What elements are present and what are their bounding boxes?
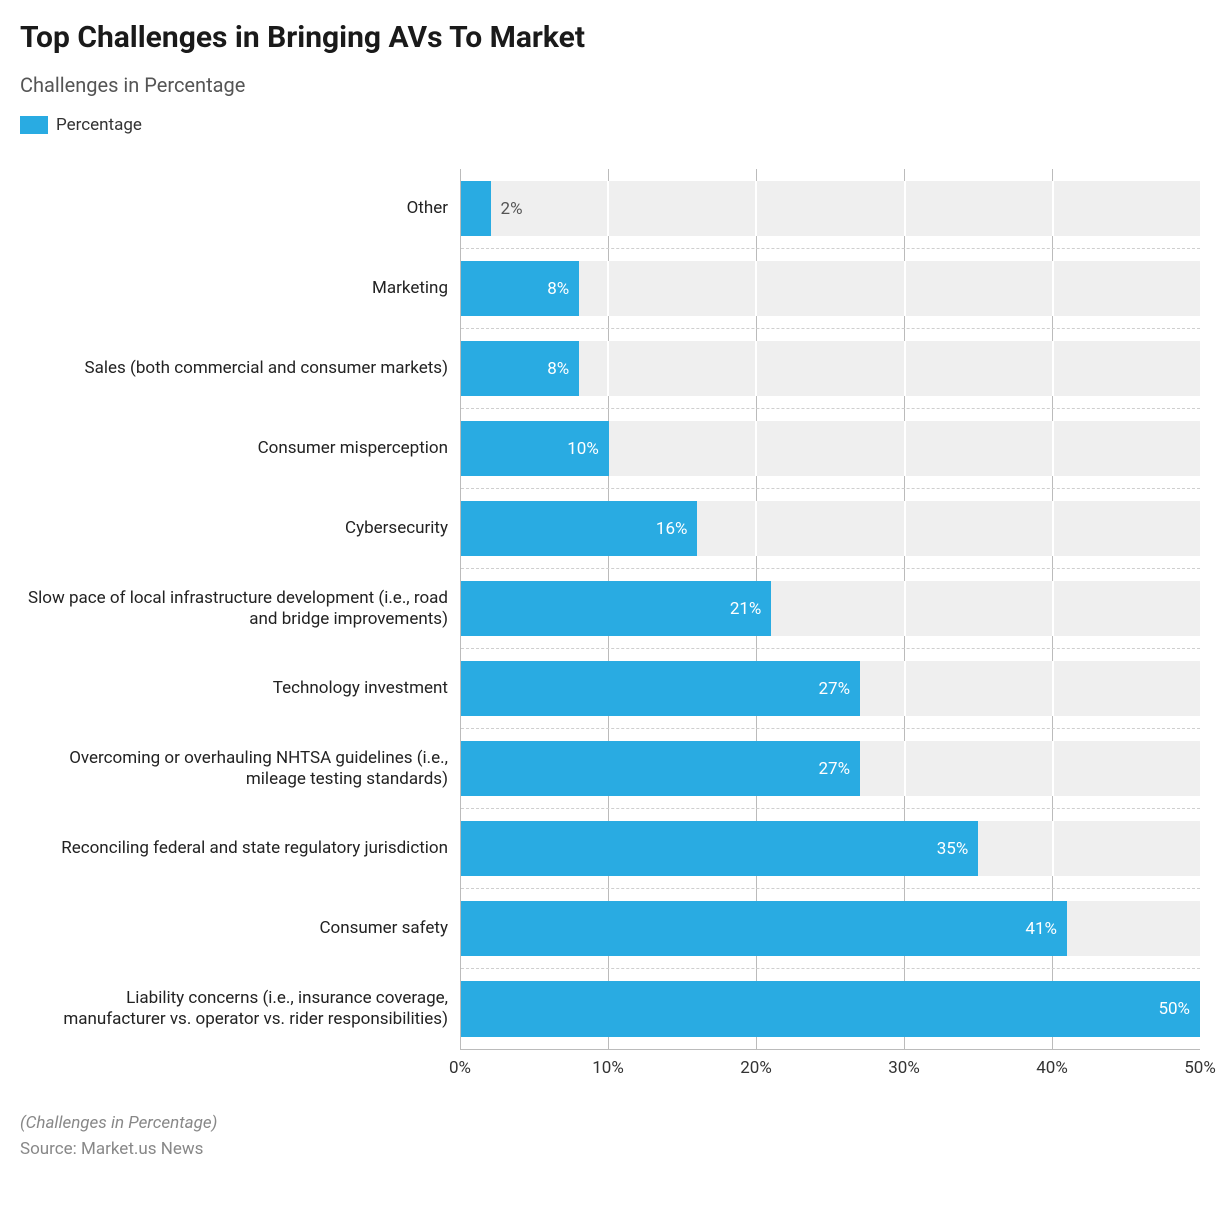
- bar: 8%: [461, 261, 579, 316]
- y-axis-label: Marketing: [20, 249, 452, 329]
- bar: 50%: [461, 981, 1200, 1037]
- bar-rows: 2% 8% 8% 10% 16% 21% 27% 27% 35% 41% 50%: [461, 169, 1200, 1049]
- x-axis-tick: 40%: [1036, 1058, 1068, 1078]
- bar-value-label: 8%: [547, 359, 569, 379]
- y-axis-label: Consumer safety: [20, 889, 452, 969]
- bar: 27%: [461, 741, 860, 796]
- bar-row: 8%: [461, 329, 1200, 409]
- bar-value-label: 16%: [656, 519, 688, 539]
- bar: 27%: [461, 661, 860, 716]
- bar: 2%: [461, 181, 491, 236]
- bar-row: 8%: [461, 249, 1200, 329]
- bar-row: 50%: [461, 969, 1200, 1049]
- footer-note: (Challenges in Percentage): [20, 1113, 1200, 1133]
- x-axis-tick: 0%: [449, 1058, 471, 1078]
- legend-label: Percentage: [56, 115, 142, 135]
- bar: 8%: [461, 341, 579, 396]
- bar-row: 16%: [461, 489, 1200, 569]
- legend-swatch: [20, 116, 48, 134]
- bar-value-label: 27%: [818, 759, 850, 779]
- chart-body: OtherMarketingSales (both commercial and…: [20, 169, 1200, 1049]
- chart-container: Top Challenges in Bringing AVs To Market…: [20, 20, 1200, 1159]
- bar: 41%: [461, 901, 1067, 956]
- row-stripes: [461, 181, 1200, 236]
- y-axis-label: Liability concerns (i.e., insurance cove…: [20, 969, 452, 1049]
- bar-row: 35%: [461, 809, 1200, 889]
- bar: 21%: [461, 581, 771, 636]
- bar-row: 10%: [461, 409, 1200, 489]
- x-axis-tick: 10%: [592, 1058, 624, 1078]
- x-axis-tick: 30%: [888, 1058, 920, 1078]
- y-axis-label: Other: [20, 169, 452, 249]
- bar-row: 27%: [461, 729, 1200, 809]
- bar-row: 41%: [461, 889, 1200, 969]
- bar-row: 27%: [461, 649, 1200, 729]
- x-axis: 0%10%20%30%40%50%: [460, 1049, 1200, 1087]
- legend: Percentage: [20, 115, 1200, 135]
- bar-value-label: 8%: [547, 279, 569, 299]
- chart-footer: (Challenges in Percentage) Source: Marke…: [20, 1113, 1200, 1159]
- y-axis-label: Consumer misperception: [20, 409, 452, 489]
- chart-title: Top Challenges in Bringing AVs To Market: [20, 20, 1200, 55]
- bar-value-label: 10%: [567, 439, 599, 459]
- bar: 16%: [461, 501, 697, 556]
- bar-value-label: 21%: [730, 599, 762, 619]
- plot-area: 2% 8% 8% 10% 16% 21% 27% 27% 35% 41% 50%: [460, 169, 1200, 1049]
- y-axis-label: Reconciling federal and state regulatory…: [20, 809, 452, 889]
- y-axis-label: Overcoming or overhauling NHTSA guidelin…: [20, 729, 452, 809]
- x-axis-tick: 50%: [1184, 1058, 1216, 1078]
- y-axis-labels: OtherMarketingSales (both commercial and…: [20, 169, 460, 1049]
- x-axis-tick: 20%: [740, 1058, 772, 1078]
- bar: 35%: [461, 821, 978, 876]
- y-axis-label: Slow pace of local infrastructure develo…: [20, 569, 452, 649]
- y-axis-label: Sales (both commercial and consumer mark…: [20, 329, 452, 409]
- bar-value-label: 41%: [1025, 919, 1057, 939]
- bar-value-label: 2%: [491, 199, 523, 219]
- y-axis-label: Cybersecurity: [20, 489, 452, 569]
- bar-value-label: 27%: [818, 679, 850, 699]
- bar-value-label: 50%: [1158, 999, 1190, 1019]
- bar: 10%: [461, 421, 609, 476]
- chart-subtitle: Challenges in Percentage: [20, 73, 1200, 97]
- bar-row: 2%: [461, 169, 1200, 249]
- bar-row: 21%: [461, 569, 1200, 649]
- y-axis-label: Technology investment: [20, 649, 452, 729]
- source-label: Source: Market.us News: [20, 1139, 1200, 1159]
- bar-value-label: 35%: [937, 839, 969, 859]
